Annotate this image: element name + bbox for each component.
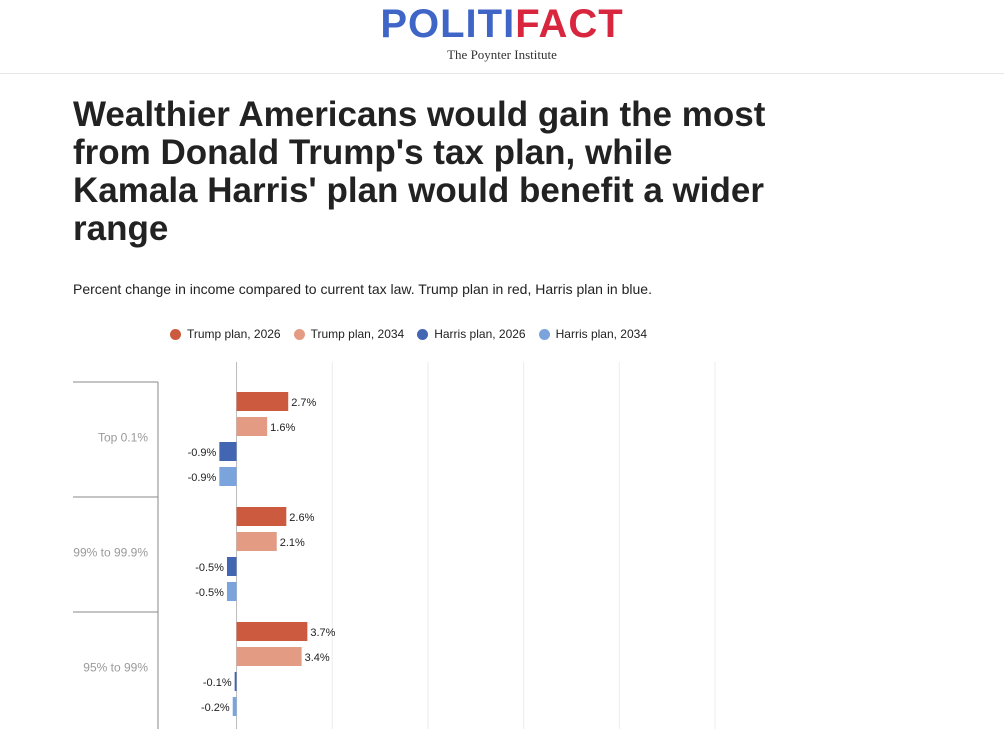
logo-fact: FACT (515, 2, 624, 46)
category-label: 95% to 99% (83, 661, 148, 675)
data-label: -0.1% (203, 677, 232, 689)
bar (236, 647, 302, 666)
category-label: 99% to 99.9% (73, 546, 148, 560)
data-label: -0.9% (188, 447, 217, 459)
data-label: 2.7% (291, 397, 316, 409)
data-label: -0.2% (201, 702, 230, 714)
bar (232, 697, 237, 716)
bar (236, 392, 289, 411)
chart-legend: Trump plan, 2026 Trump plan, 2034 Harris p… (170, 327, 647, 341)
legend-swatch (417, 328, 429, 340)
bar (236, 532, 277, 551)
logo-politi: POLITI (380, 2, 516, 46)
bar (236, 417, 268, 436)
bar (226, 557, 237, 576)
bar (219, 442, 237, 461)
logo-tagline: The Poynter Institute (447, 47, 557, 62)
site-header: POLITIFACT The Poynter Institute (0, 0, 1004, 74)
page-title: Wealthier Americans would gain the most … (73, 95, 766, 248)
data-label: 2.1% (280, 537, 305, 549)
legend-swatch (293, 328, 305, 340)
legend-swatch (538, 328, 550, 340)
chart-subtitle: Percent change in income compared to cur… (73, 281, 652, 297)
legend-item[interactable]: Harris plan, 2034 (538, 327, 647, 341)
data-label: 3.7% (310, 627, 335, 639)
legend-label: Trump plan, 2026 (187, 327, 281, 341)
bar-chart: Top 0.1% 2.7% 1.6% -0.9% -0.9% 99% to 99.9% 2.… (73, 362, 716, 729)
category-label: Top 0.1% (98, 431, 148, 445)
data-label: 1.6% (270, 422, 295, 434)
data-label: -0.5% (195, 562, 224, 574)
legend-item[interactable]: Trump plan, 2026 (170, 327, 281, 341)
legend-label: Trump plan, 2034 (310, 327, 405, 341)
data-label: -0.9% (188, 472, 217, 484)
data-label: -0.5% (195, 587, 224, 599)
legend-label: Harris plan, 2026 (434, 327, 526, 341)
bar (226, 582, 237, 601)
bar (219, 467, 237, 486)
legend-swatch (170, 328, 181, 340)
politifact-logo[interactable]: POLITIFACT (0, 2, 1004, 46)
legend-label: Harris plan, 2034 (555, 327, 647, 341)
bar (236, 622, 308, 641)
legend-item[interactable]: Trump plan, 2034 (293, 327, 405, 341)
bar (234, 672, 237, 691)
bar (236, 507, 287, 526)
data-label: 3.4% (305, 652, 330, 664)
legend-item[interactable]: Harris plan, 2026 (417, 327, 526, 341)
data-label: 2.6% (289, 512, 314, 524)
